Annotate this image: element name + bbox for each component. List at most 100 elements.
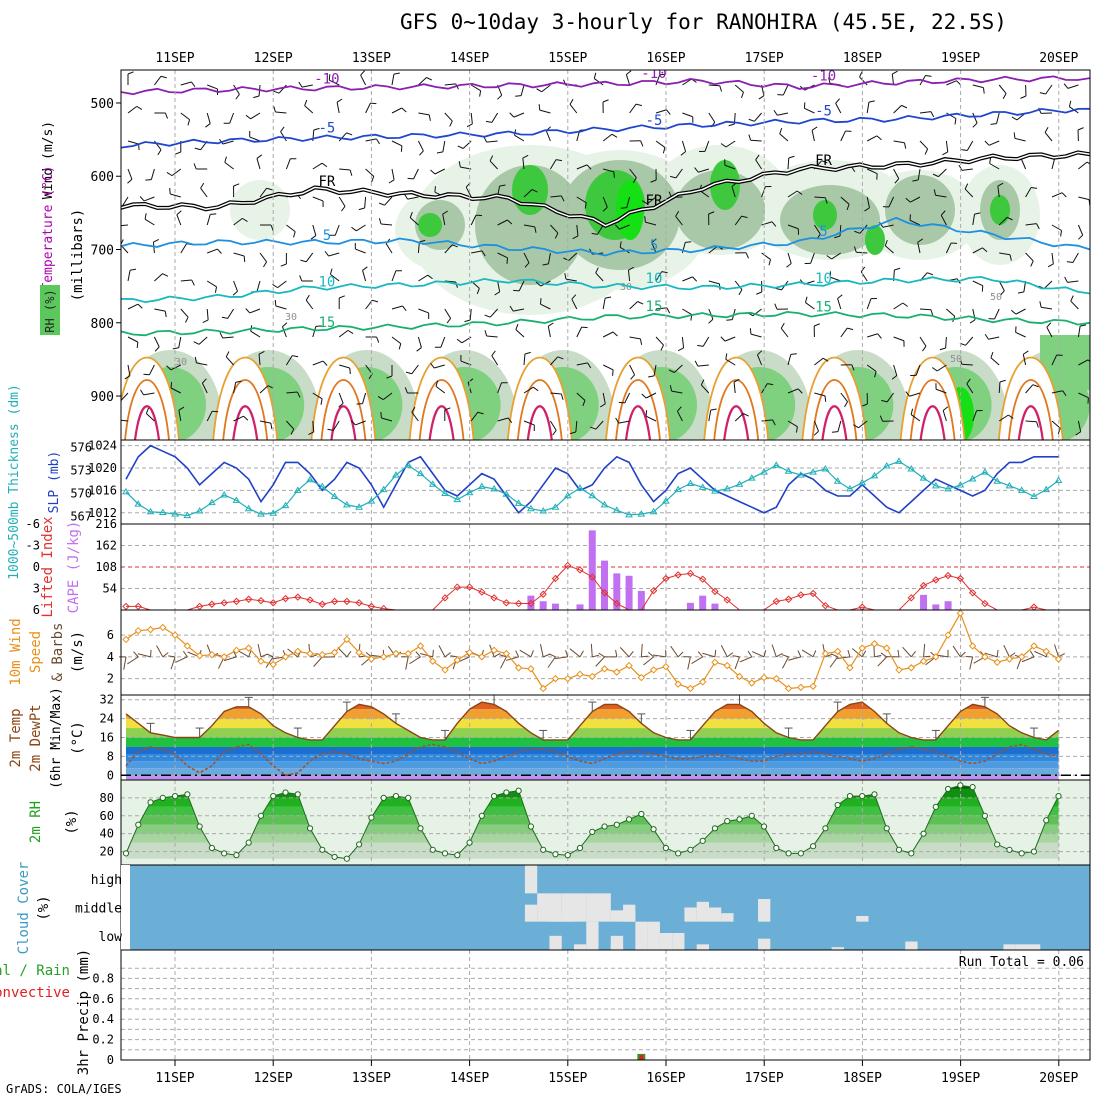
wind-barb [178, 336, 182, 348]
wind-barb [810, 252, 815, 264]
wind-barb [227, 308, 235, 319]
wind-barb [275, 305, 287, 310]
cloud-cell [586, 893, 599, 922]
wind-barb [650, 179, 657, 183]
wind-speed-point [637, 673, 646, 682]
pressure-tick-label: 800 [91, 317, 114, 332]
wind-barb [481, 250, 486, 257]
wind-barb [630, 374, 635, 380]
temp-band [126, 746, 1059, 755]
wind-speed-point [367, 655, 376, 663]
isotherm-label: -10 [314, 72, 339, 88]
wind-barb [666, 307, 671, 314]
wind-speed-point [723, 661, 731, 670]
wind-barb [522, 158, 525, 170]
wind-barb [893, 336, 905, 342]
wind-barb [998, 84, 1007, 94]
wind-barb [486, 335, 498, 338]
surface-wind-barb [615, 649, 618, 657]
surface-wind-barb [260, 653, 268, 658]
wind-barb [1051, 252, 1054, 264]
wind-barb [787, 388, 799, 394]
thickness-point [895, 457, 903, 464]
wind-barb [645, 392, 657, 399]
rh-area [990, 195, 1010, 225]
wind-speed-point [416, 642, 425, 650]
wind-barb [1072, 252, 1079, 263]
wind-barb [194, 356, 197, 363]
wind-barb [290, 428, 295, 435]
slp-tick-label: 1020 [88, 461, 117, 475]
wind-barb [728, 123, 735, 127]
wind-barb [356, 403, 363, 405]
wind-barb [1043, 280, 1053, 290]
wind-barb [859, 76, 868, 86]
wind-barb [1077, 224, 1084, 236]
rh-point [392, 793, 400, 800]
rh-contour-label: 30 [175, 357, 187, 368]
wind-barb [902, 302, 908, 307]
wind-barb [245, 114, 251, 120]
rh-point [515, 787, 522, 794]
wind-barb [196, 362, 208, 366]
wind-barb [402, 305, 407, 312]
wind-barb [1051, 354, 1058, 366]
thickness-point [1042, 485, 1051, 493]
wind-barb [143, 392, 155, 396]
surface-wind-barb [565, 650, 569, 658]
wind-barb [700, 379, 705, 386]
warm-plume [713, 379, 760, 440]
wind-barb [338, 329, 349, 338]
wind-barb [814, 357, 824, 366]
isotherm-label: -10 [811, 68, 836, 84]
wind-barb [280, 126, 285, 132]
precip-tick-label: 0.6 [92, 992, 114, 1006]
wind-barb [382, 392, 393, 401]
wind-barb [893, 364, 898, 376]
wind-barb [734, 84, 744, 93]
wind-barb [378, 218, 382, 225]
wind-barb [170, 387, 182, 394]
wind-barb [756, 291, 762, 295]
wind-barb [207, 84, 218, 90]
ylabel-2m-dewpt: 2m DewPt [28, 704, 44, 771]
wind-barb [682, 276, 693, 282]
rh-tick-label: 40 [100, 827, 114, 841]
wind-barb [996, 112, 1000, 124]
wind-barb [645, 221, 657, 226]
cloud-cell [524, 865, 538, 894]
thickness-point [490, 484, 498, 492]
wind-barb [1013, 132, 1016, 139]
thickness-point [772, 461, 781, 468]
wind-barb [549, 420, 557, 431]
wind-barb [491, 112, 499, 123]
cloud-cell [856, 916, 869, 922]
wind-barb [178, 406, 185, 411]
rh-point [994, 841, 1001, 848]
wind-barb [586, 164, 592, 170]
wind-barb [224, 161, 234, 170]
surface-wind-barb [337, 647, 348, 658]
wind-speed-point [576, 670, 584, 679]
wind-barb [358, 207, 365, 211]
rh-point [908, 850, 915, 857]
wind-barb [497, 252, 508, 259]
rh-point [540, 846, 547, 853]
wind-speed-point [392, 649, 400, 658]
thickness-point [1030, 492, 1038, 500]
surface-wind-barb [365, 651, 372, 658]
wind-barb [444, 308, 452, 319]
wind-barb [868, 100, 875, 103]
wind-speed-point [858, 644, 866, 652]
wind-barb [146, 413, 155, 422]
lifted-index-point [649, 586, 658, 595]
surface-wind-barb [515, 650, 520, 658]
surface-wind-barb [923, 655, 931, 658]
wind-barb [1067, 280, 1079, 283]
wind-barb [446, 318, 452, 324]
wind-speed-point [478, 653, 486, 661]
wind-barb [909, 219, 921, 226]
wind-barb [1014, 137, 1026, 142]
wind-barb [725, 353, 728, 360]
rh-point [221, 850, 228, 857]
